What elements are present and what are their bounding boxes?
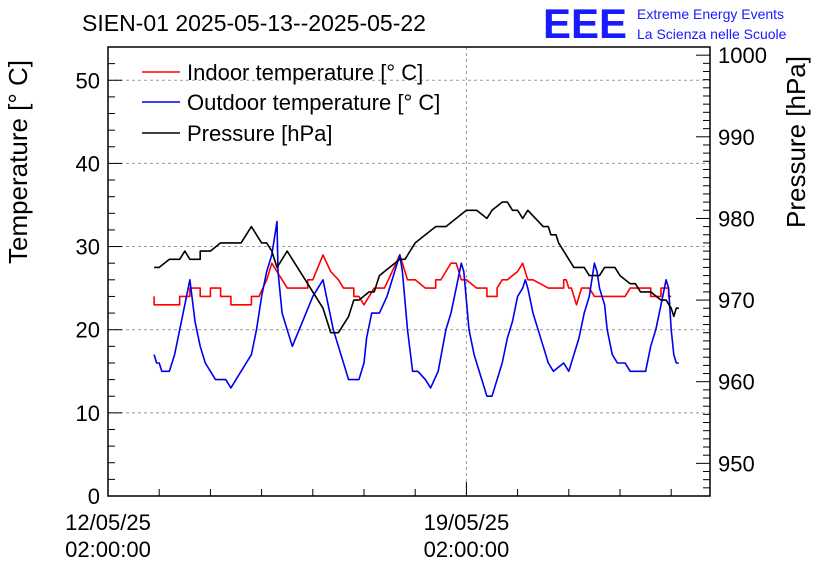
- legend-label-pressure: Pressure [hPa]: [187, 121, 333, 146]
- right-tick-label: 970: [718, 288, 755, 313]
- x-tick-time-label: 02:00:00: [424, 537, 510, 562]
- x-tick-time-label: 02:00:00: [65, 537, 151, 562]
- left-tick-label: 30: [76, 235, 100, 260]
- eee-logo: EEE Extreme Energy Events La Scienza nel…: [543, 0, 787, 47]
- right-tick-label: 1000: [718, 43, 767, 68]
- grid-lines: [108, 47, 710, 496]
- eee-logo-line1: Extreme Energy Events: [637, 6, 784, 22]
- left-tick-label: 10: [76, 401, 100, 426]
- legend-label-indoor: Indoor temperature [° C]: [187, 60, 423, 85]
- right-tick-label: 980: [718, 206, 755, 231]
- right-tick-label: 990: [718, 125, 755, 150]
- left-tick-label: 50: [76, 68, 100, 93]
- left-tick-label: 20: [76, 318, 100, 343]
- y-axis-label-right: Pressure [hPa]: [781, 56, 811, 228]
- x-tick-date-label: 12/05/25: [65, 510, 151, 535]
- right-tick-label: 960: [718, 370, 755, 395]
- y-axis-label-left: Temperature [° C]: [3, 60, 33, 264]
- plot-frame: [107, 46, 711, 497]
- eee-logo-line2: La Scienza nelle Scuole: [637, 26, 787, 42]
- series-layer: [153, 201, 679, 398]
- x-tick-date-label: 19/05/25: [424, 510, 510, 535]
- series-line-pressure: [154, 201, 679, 334]
- series-line-outdoor-temperature: [153, 220, 679, 398]
- legend-label-outdoor: Outdoor temperature [° C]: [187, 90, 440, 115]
- eee-logo-mark: EEE: [543, 0, 627, 47]
- left-axis: 0 10 20 30 40 50: [76, 46, 122, 509]
- chart-title: SIEN-01 2025-05-13--2025-05-22: [82, 10, 426, 36]
- left-tick-label: 40: [76, 151, 100, 176]
- left-tick-label: 0: [88, 484, 100, 509]
- right-axis: 950 960 970 980 990 1000: [696, 43, 767, 489]
- series-line-indoor-temperature: [153, 254, 672, 306]
- legend: Indoor temperature [° C] Outdoor tempera…: [142, 60, 440, 146]
- right-tick-label: 950: [718, 451, 755, 476]
